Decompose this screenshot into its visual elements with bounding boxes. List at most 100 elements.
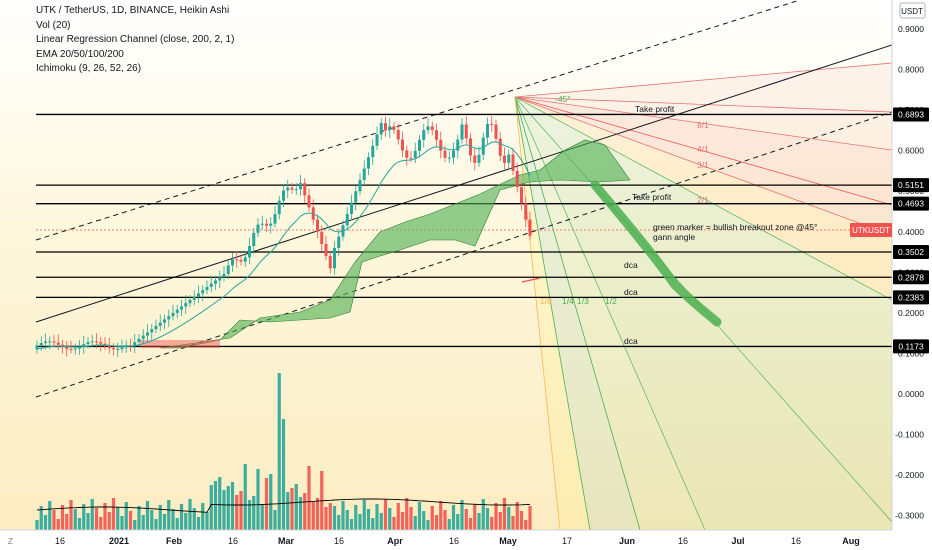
price-tick: 0.1000 (898, 348, 924, 358)
volume-bar (507, 507, 511, 530)
ema-line (36, 141, 531, 350)
candle-body (239, 259, 243, 262)
volume-bar (145, 501, 150, 530)
candle-body (515, 170, 519, 188)
regression-channel (35, 0, 893, 398)
candle-body (328, 256, 332, 269)
volume-bar (43, 515, 48, 530)
current-price-label: UTKUSDT (852, 226, 890, 235)
time-tick: Apr (387, 536, 403, 546)
fan-line (514, 96, 641, 531)
indicator-ema[interactable]: EMA 20/50/100/200 (36, 48, 124, 60)
time-tick: Jun (619, 536, 635, 546)
volume-bar (230, 482, 235, 530)
candle-body (158, 322, 162, 326)
candle-body (65, 347, 69, 349)
candle-body (184, 303, 188, 307)
volume-bar (222, 490, 226, 530)
candle-body (35, 345, 39, 350)
volume-bar (422, 511, 426, 530)
price-tick: 0.9000 (898, 24, 924, 34)
candle-body (528, 219, 532, 236)
level-label: 0.5151 (898, 180, 924, 190)
candle-body (337, 236, 341, 248)
level-labels: 0.6893 0.5151 0.4693 0.3502 0.2878 0.2383 0.11… (850, 107, 929, 354)
indicator-vol[interactable]: Vol (20) (36, 19, 71, 31)
candles (35, 115, 532, 358)
candle-body (286, 187, 290, 191)
indicator-lrc[interactable]: Linear Regression Channel (close, 200, 2… (36, 34, 235, 45)
indicator-ichimoku[interactable]: Ichimoku (9, 26, 52, 26) (36, 63, 142, 74)
candle-body (324, 243, 328, 257)
volume-bar (498, 512, 502, 530)
current-price-tag (850, 223, 892, 237)
volume-bar (73, 509, 77, 530)
volume-ma (36, 498, 531, 513)
candle-body (218, 277, 222, 281)
candle-body (201, 290, 205, 294)
level-label-bg (893, 244, 929, 259)
level-label: 0.4693 (898, 199, 924, 209)
candle-body (252, 232, 256, 247)
candle-body (299, 183, 302, 190)
volume-bar (239, 491, 243, 530)
candle-body (430, 126, 434, 131)
candle-body (464, 124, 468, 139)
candle-body (273, 214, 277, 224)
candle-body (192, 296, 196, 300)
volume-bar (315, 498, 320, 530)
candle-body (277, 200, 281, 215)
candle-body (188, 299, 192, 304)
time-axis[interactable]: 16 2021 Feb 16 Mar 16 Apr 16 May 17 Jun 16 Jul 16 Aug Z (8, 536, 860, 546)
volume-bar (349, 519, 354, 530)
volume-bar (328, 503, 332, 530)
candle-body (120, 347, 124, 350)
candle-body (209, 283, 213, 287)
candle-body (44, 341, 47, 344)
volume-bar (103, 503, 107, 530)
volume-bar (137, 506, 141, 530)
symbol-title[interactable]: UTK / TetherUS, 1D, BINANCE, Heikin Ashi (36, 5, 230, 16)
volume-bar (345, 510, 349, 530)
volume-bar (205, 512, 209, 530)
volume-bar (39, 506, 43, 530)
volume-bar (388, 508, 392, 530)
volume-bar (90, 499, 94, 530)
volume-bar (171, 509, 175, 530)
candle-body (371, 145, 375, 158)
volume-bar (460, 500, 464, 530)
price-tick: 0.2000 (898, 308, 924, 318)
candle-body (477, 154, 481, 163)
volume-bar (464, 509, 468, 530)
dca-label: dca (624, 287, 638, 297)
volume-bar (447, 519, 451, 530)
volume-bar (86, 513, 90, 530)
volume-bar (226, 486, 230, 530)
volume-bar (60, 505, 65, 530)
plot-background (0, 0, 892, 530)
candle-body (133, 342, 137, 346)
volume-bar (111, 498, 116, 530)
level-label: 0.2878 (898, 272, 924, 282)
candle-body (345, 213, 349, 226)
fan-ratio-label: 1/8 (540, 296, 552, 306)
volume-bar (430, 506, 434, 530)
currency-box (899, 2, 926, 19)
dca-label: dca (624, 260, 638, 270)
take-profit-label: Take profit (635, 104, 675, 114)
annotations: Take profit Take profit dca dca dca green mar… (540, 94, 817, 346)
volume-bar (184, 513, 188, 530)
candle-body (294, 189, 298, 191)
candle-body (422, 130, 426, 140)
ichimoku-cloud (140, 139, 631, 349)
volume-bar (358, 514, 362, 530)
volume-bar (69, 500, 73, 530)
volume-bar (120, 516, 124, 530)
volume-bar (128, 511, 133, 530)
volume-bar (243, 464, 247, 530)
fan-line (514, 96, 591, 531)
volume-bar (196, 517, 201, 530)
candle-body (205, 286, 209, 291)
candle-body (175, 309, 179, 313)
